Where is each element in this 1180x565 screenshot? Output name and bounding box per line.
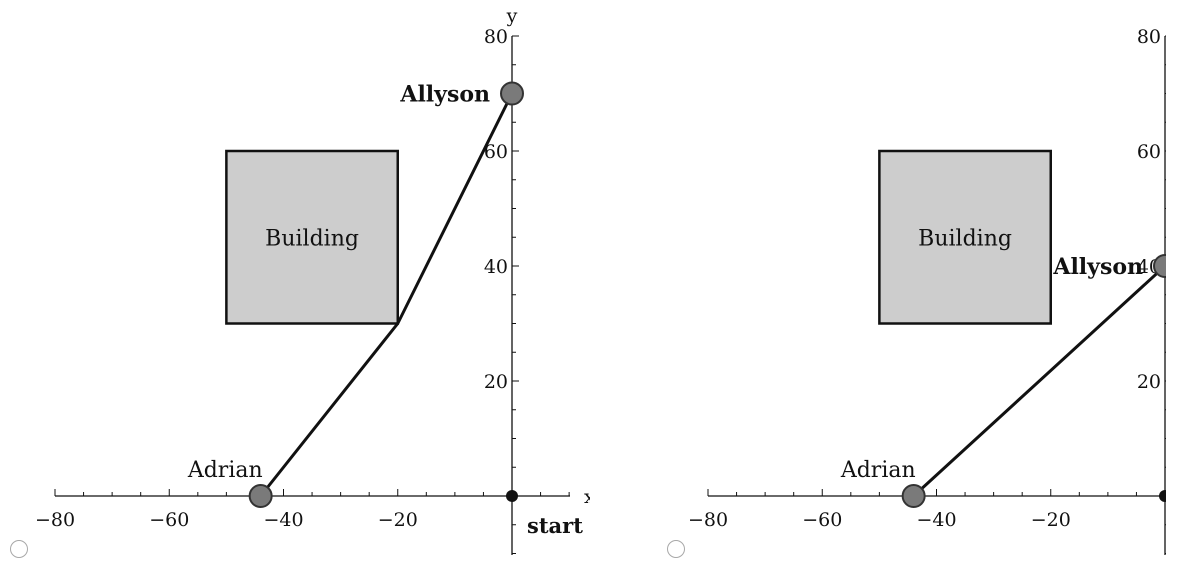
axis-ticks [54,35,570,554]
choice-a-radio[interactable] [10,540,28,558]
start-point [506,490,518,502]
x-tick-label: −40 [916,509,956,531]
start-point [1159,490,1166,502]
y-tick-label: 60 [1137,141,1161,163]
y-tick-label: 20 [1137,371,1161,393]
adrian-marker [901,484,926,508]
y-axis-label: y [506,5,518,27]
x-tick-label: −60 [802,509,842,531]
axis-ticks [707,35,1166,554]
allyson-label: Allyson [1052,254,1143,280]
y-tick-label: 60 [484,141,508,163]
x-tick-label: −40 [263,509,303,531]
building-rect [878,149,1052,325]
route-line [259,92,514,497]
x-tick-label: −20 [378,509,418,531]
allyson-marker [1153,254,1166,278]
building-label: Building [265,226,359,251]
x-tick-label: −60 [149,509,189,531]
adrian-label: Adrian [840,458,916,483]
x-tick-label: −20 [1031,509,1071,531]
building-rect [225,149,399,325]
x-tick-label: −80 [688,509,728,531]
x-tick-label: −80 [35,509,75,531]
adrian-label: Adrian [187,458,263,483]
y-tick-label: 20 [484,371,508,393]
y-tick-label: 80 [1137,26,1161,48]
allyson-label: Allyson [399,82,490,108]
building-label: Building [918,226,1012,251]
choice-b-radio[interactable] [667,540,685,558]
y-tick-label: 80 [484,26,508,48]
allyson-marker [500,81,524,106]
choice-b-graph: Building −80 −60 −40 −20 20 40 60 80 Adr… [688,26,1166,555]
choice-a-graph: Building −80 −60 −40 −20 20 40 60 80 x y… [35,5,590,555]
y-tick-label: 40 [484,256,508,278]
start-label: start [527,513,583,538]
x-axis-label: x [584,486,590,508]
route-line [912,264,1166,498]
adrian-marker [248,484,273,508]
